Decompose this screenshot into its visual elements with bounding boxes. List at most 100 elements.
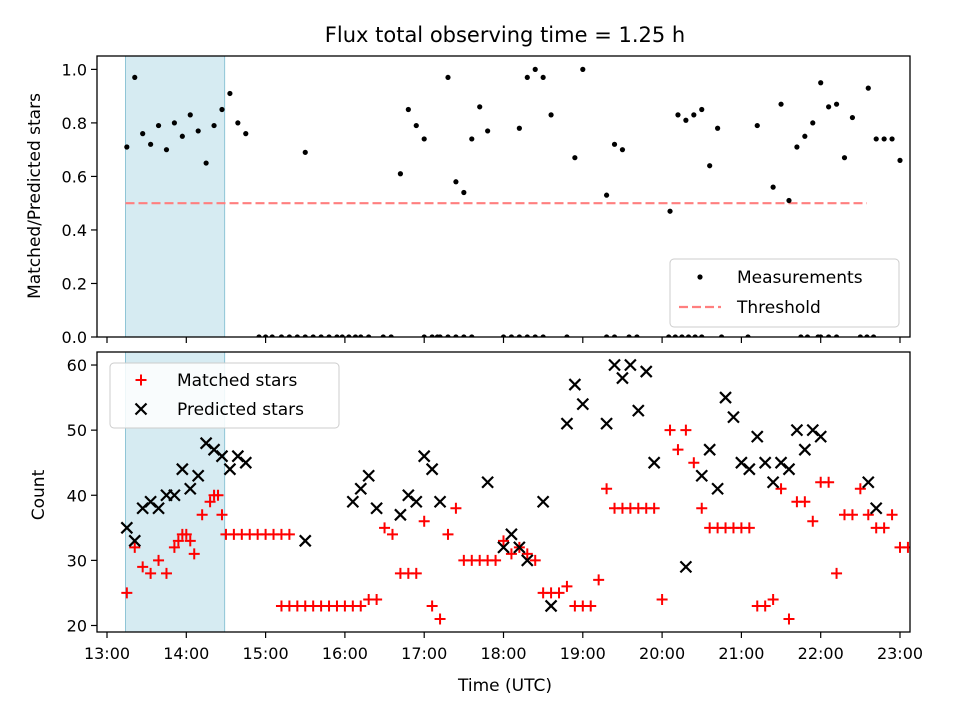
predicted-stars-marker [362,469,375,482]
predicted-stars-marker [513,541,526,554]
measurement-point [211,122,217,129]
y-tick-label: 0.2 [62,274,87,293]
measurement-point [140,131,146,137]
predicted-stars-marker [568,378,582,391]
matched-stars-marker [862,509,874,521]
measurement-point [818,80,824,86]
matched-stars-marker [561,580,573,592]
matched-stars-marker [783,613,795,625]
predicted-stars-marker [719,391,732,404]
measurement-point [826,104,832,110]
predicted-stars-marker [798,443,812,456]
matched-stars-marker [672,444,684,456]
predicted-stars-marker [727,410,740,424]
matched-stars-marker [121,587,133,599]
predicted-stars-marker [711,482,724,496]
matched-stars-marker [521,548,533,560]
y-tick-label: 30 [67,551,87,570]
predicted-stars-marker [536,495,550,509]
measurement-point [603,192,610,198]
measurement-point [619,147,626,153]
measurement-point [802,133,808,139]
matched-stars-marker [759,600,771,612]
measurement-point [794,144,800,150]
matched-stars-marker [743,522,755,534]
matched-stars-marker [831,567,843,579]
measurement-point [405,106,411,113]
x-tick-label: 19:00 [560,644,606,663]
measurement-point [477,104,483,110]
matched-stars-marker [355,600,367,612]
matched-stars-marker [775,483,787,495]
shaded-observing-region [125,55,226,338]
predicted-stars-marker [616,371,629,385]
measurement-point [786,197,792,204]
x-tick-label: 22:00 [798,644,844,663]
measurement-point [707,163,713,169]
predicted-stars-marker [790,423,804,437]
bottom-chart-ylabel: Count [29,469,49,520]
matched-stars-marker [767,593,779,605]
predicted-stars-marker [120,521,134,535]
predicted-stars-marker [758,456,772,469]
measurement-point [548,112,554,118]
matched-stars-marker [204,496,216,508]
measurement-point [667,208,673,214]
matched-stars-marker [137,561,149,573]
measurement-point [715,125,721,131]
predicted-stars-marker [750,430,764,443]
legend-measurements-label: Measurements [737,268,863,288]
predicted-stars-marker [766,475,780,489]
matched-stars-marker [145,567,157,579]
measurement-point [524,74,530,81]
matched-stars-marker [153,554,165,566]
measurement-point [516,125,522,131]
measurement-point [881,136,887,142]
measurement-point [841,155,848,161]
measurement-point [219,106,225,113]
y-tick-label: 20 [67,616,87,635]
measurement-point [540,74,546,81]
matched-stars-marker [593,574,605,586]
y-tick-label: 60 [67,356,87,375]
matched-stars-marker [188,548,200,560]
measurement-point [302,149,308,155]
matched-stars-marker [410,567,422,579]
predicted-stars-marker [600,417,613,430]
top-legend-box [669,258,900,328]
matched-stars-marker [886,509,898,521]
matched-stars-marker [878,522,890,534]
measurement-point [148,141,154,147]
matched-stars-marker [498,535,509,547]
measurement-point [683,117,689,123]
matched-stars-marker [450,502,462,514]
predicted-stars-marker [624,358,637,372]
predicted-stars-marker [544,599,558,613]
measurement-point [397,171,404,177]
predicted-stars-marker [679,560,693,574]
legend-measurements-marker [697,274,703,280]
predicted-stars-marker [176,462,189,476]
predicted-stars-marker [425,462,439,476]
measurement-point [445,74,451,81]
measurement-point [124,144,130,150]
x-tick-label: 23:00 [877,644,923,663]
matched-stars-marker [371,593,383,605]
measurement-point [421,136,427,142]
bottom-chart-xlabel: Time (UTC) [457,676,552,696]
predicted-stars-marker [576,397,590,411]
predicted-stars-marker [191,469,205,482]
measurement-point [203,160,209,166]
matched-stars-marker [807,515,819,527]
matched-stars-marker [129,541,141,553]
y-tick-label: 40 [67,486,87,505]
measurement-point [163,147,170,153]
matched-stars-marker [418,515,430,527]
predicted-stars-marker [223,462,237,476]
matched-stars-marker [854,483,866,495]
top-chart-title: Flux total observing time = 1.25 h [325,23,685,47]
top-chart: Flux total observing time = 1.25 h Match… [25,23,911,347]
legend-matched-stars-marker [135,374,147,386]
measurement-point [155,122,162,129]
matched-stars-marker [426,600,438,612]
